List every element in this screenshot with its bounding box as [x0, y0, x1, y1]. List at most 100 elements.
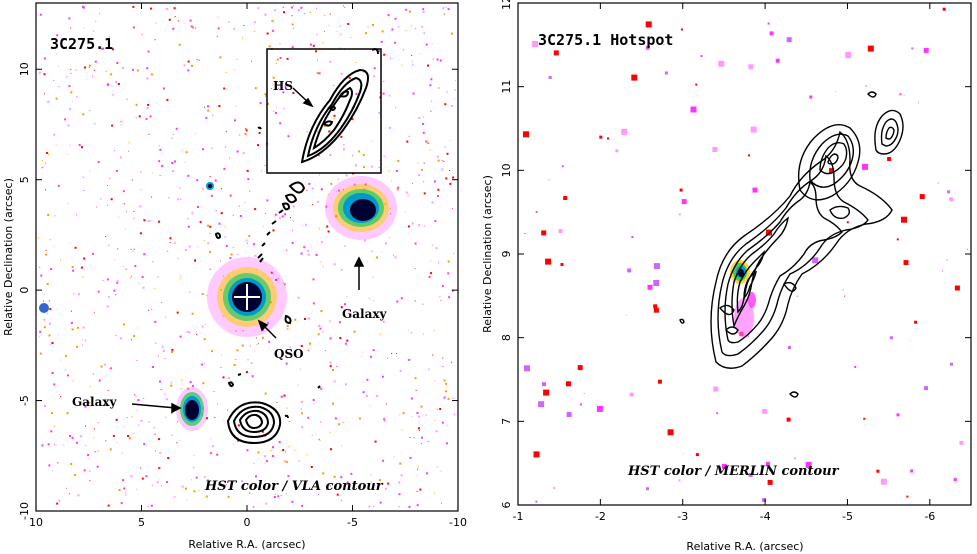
annotation-galaxy-left: Galaxy — [72, 395, 118, 409]
noise-pixel — [72, 380, 74, 382]
noise-pixel — [340, 476, 343, 479]
noise-pixel — [105, 70, 107, 72]
noise-pixel — [109, 367, 112, 370]
noise-pixel — [73, 38, 75, 40]
noise-pixel — [88, 67, 90, 69]
noise-pixel — [112, 434, 115, 437]
noise-pixel — [268, 340, 271, 343]
noise-pixel — [291, 500, 294, 503]
noise-pixel — [391, 180, 393, 182]
noise-pixel — [903, 260, 909, 266]
noise-pixel — [444, 103, 447, 106]
noise-pixel — [120, 124, 122, 126]
right-y-tick-label: 12 — [500, 0, 513, 10]
noise-pixel — [430, 110, 432, 112]
noise-pixel — [94, 451, 96, 453]
noise-pixel — [396, 300, 399, 303]
noise-pixel — [449, 170, 451, 171]
noise-pixel — [452, 208, 453, 209]
noise-pixel — [80, 435, 82, 438]
noise-pixel — [288, 421, 290, 422]
noise-pixel — [207, 105, 209, 108]
noise-pixel — [227, 409, 228, 411]
noise-pixel — [355, 92, 358, 95]
noise-pixel — [282, 449, 285, 451]
noise-pixel — [181, 380, 183, 381]
noise-pixel — [353, 330, 356, 333]
noise-pixel — [621, 128, 628, 135]
noise-pixel — [43, 57, 46, 60]
noise-pixel — [166, 481, 168, 484]
noise-pixel — [325, 205, 328, 208]
noise-pixel — [123, 487, 126, 490]
noise-pixel — [679, 188, 683, 192]
noise-pixel — [204, 106, 205, 108]
noise-pixel — [317, 59, 318, 61]
noise-pixel — [211, 350, 214, 353]
noise-pixel — [116, 280, 119, 283]
noise-pixel — [346, 481, 349, 484]
noise-pixel — [453, 98, 455, 100]
noise-pixel — [143, 253, 146, 256]
noise-pixel — [407, 329, 409, 331]
noise-pixel — [310, 466, 313, 468]
noise-pixel — [421, 26, 423, 28]
noise-pixel — [143, 397, 145, 399]
noise-pixel — [324, 350, 326, 352]
noise-pixel — [450, 32, 453, 35]
noise-pixel — [412, 183, 413, 185]
noise-pixel — [353, 183, 356, 186]
noise-pixel — [247, 178, 250, 181]
noise-pixel — [218, 222, 221, 225]
noise-pixel — [344, 245, 346, 247]
noise-pixel — [867, 45, 874, 52]
noise-pixel — [82, 113, 85, 116]
noise-pixel — [104, 280, 106, 282]
noise-pixel — [307, 253, 310, 256]
noise-pixel — [407, 373, 409, 375]
right-x-axis-label: Relative R.A. (arcsec) — [686, 540, 803, 553]
noise-pixel — [199, 59, 201, 61]
noise-pixel — [284, 213, 287, 216]
noise-pixel — [775, 58, 780, 63]
noise-pixel — [318, 438, 320, 440]
noise-pixel — [682, 453, 684, 455]
noise-pixel — [115, 418, 118, 421]
noise-pixel — [863, 417, 866, 420]
noise-pixel — [748, 64, 754, 70]
noise-pixel — [189, 381, 192, 384]
noise-pixel — [431, 100, 432, 102]
noise-pixel — [917, 102, 919, 104]
noise-pixel — [140, 467, 142, 469]
noise-pixel — [425, 140, 428, 143]
noise-pixel — [418, 224, 421, 227]
noise-pixel — [411, 415, 413, 417]
noise-pixel — [254, 208, 257, 211]
noise-pixel — [59, 394, 61, 396]
noise-pixel — [257, 7, 260, 10]
noise-pixel — [154, 39, 156, 41]
noise-pixel — [222, 376, 225, 379]
noise-pixel — [305, 223, 308, 226]
noise-pixel — [65, 369, 66, 371]
right-x-tick-label: -6 — [924, 510, 935, 523]
noise-pixel — [896, 413, 900, 417]
noise-pixel — [92, 252, 94, 255]
noise-pixel — [319, 439, 321, 441]
noise-pixel — [47, 214, 50, 216]
noise-pixel — [180, 388, 182, 390]
noise-pixel — [372, 276, 374, 278]
noise-pixel — [49, 322, 52, 325]
noise-pixel — [133, 211, 135, 213]
noise-pixel — [242, 37, 243, 39]
noise-pixel — [254, 87, 257, 90]
noise-pixel — [133, 248, 135, 250]
noise-pixel — [277, 278, 279, 280]
noise-pixel — [906, 495, 909, 498]
noise-pixel — [402, 412, 405, 415]
noise-pixel — [423, 333, 425, 335]
noise-pixel — [107, 504, 110, 507]
noise-pixel — [237, 253, 239, 255]
noise-pixel — [291, 46, 294, 49]
noise-pixel — [336, 493, 339, 496]
